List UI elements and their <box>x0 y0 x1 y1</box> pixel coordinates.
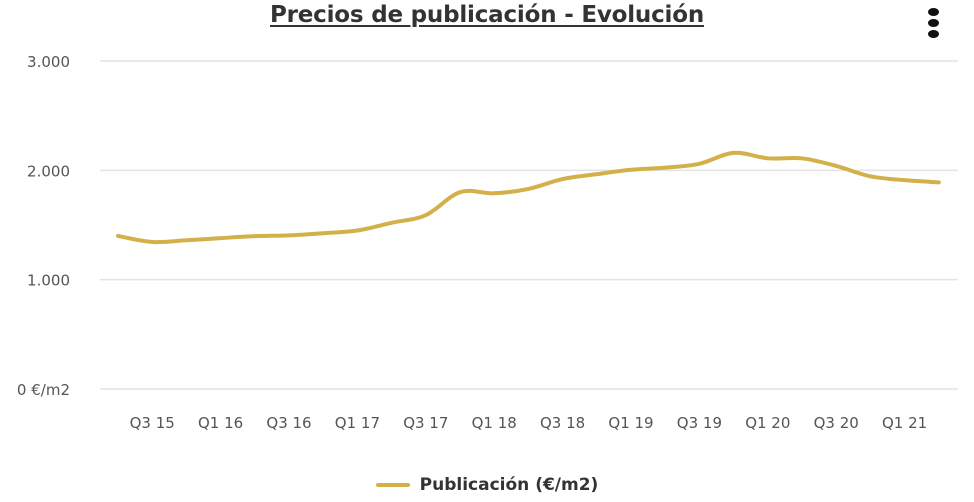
chart-menu-button[interactable] <box>920 6 948 40</box>
x-tick-label: Q1 21 <box>882 414 927 432</box>
y-tick-label: 2.000 <box>27 162 70 180</box>
x-tick-label: Q3 20 <box>814 414 859 432</box>
x-tick-label: Q3 19 <box>677 414 722 432</box>
x-tick-label: Q1 16 <box>198 414 243 432</box>
y-tick-label: 3.000 <box>27 53 70 71</box>
x-tick-label: Q1 17 <box>335 414 380 432</box>
x-tick-label: Q3 18 <box>540 414 585 432</box>
grid-lines <box>100 60 958 390</box>
y-tick-label: 1.000 <box>27 272 70 290</box>
x-tick-label: Q1 19 <box>608 414 653 432</box>
x-tick-label: Q3 17 <box>403 414 448 432</box>
x-tick-label: Q1 20 <box>745 414 790 432</box>
legend-label: Publicación (€/m2) <box>419 475 599 495</box>
series-layer <box>116 150 941 245</box>
legend: Publicación (€/m2) <box>0 472 974 495</box>
x-tick-label: Q3 16 <box>266 414 311 432</box>
legend-item[interactable]: Publicación (€/m2) <box>375 475 599 495</box>
line-chart: 0 €/m2 1.000 2.000 3.000 Q3 15 Q1 16 Q3 16 Q1 … <box>17 53 958 432</box>
x-axis-ticks: Q3 15 Q1 16 Q3 16 Q1 17 Q3 17 Q1 18 Q3 18 Q1 19… <box>130 414 928 432</box>
y-tick-label: 0 €/m2 <box>17 381 70 399</box>
y-axis-ticks: 0 €/m2 1.000 2.000 3.000 <box>17 53 70 399</box>
legend-swatch <box>375 483 410 487</box>
x-tick-label: Q1 18 <box>472 414 517 432</box>
chart-title: Precios de publicación - Evolución <box>269 2 705 28</box>
series-line[interactable] <box>116 150 941 245</box>
x-tick-label: Q3 15 <box>130 414 175 432</box>
